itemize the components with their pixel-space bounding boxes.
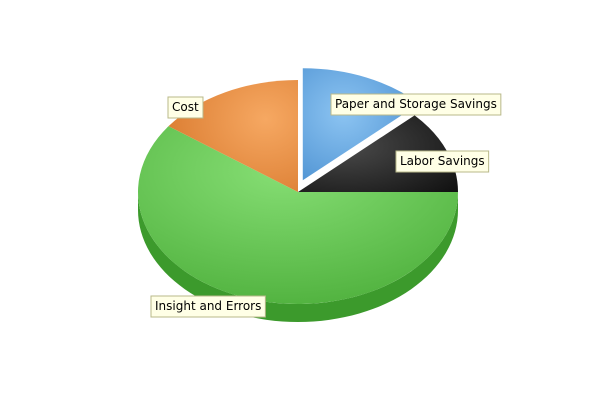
slice-label-box bbox=[330, 93, 502, 116]
pie-slice-side-insight-and-errors bbox=[138, 192, 458, 322]
slice-label-text: Insight and Errors bbox=[155, 299, 261, 313]
slice-label-labor-savings: Labor Savings bbox=[395, 150, 490, 173]
slice-label-box bbox=[395, 150, 490, 173]
slice-label-box bbox=[150, 295, 266, 318]
slice-label-text: Paper and Storage Savings bbox=[335, 97, 497, 111]
pie-slice-insight-and-errors bbox=[137, 126, 458, 305]
slice-label-cost: Cost bbox=[167, 96, 204, 119]
slice-label-paper-and-storage-savings: Paper and Storage Savings bbox=[330, 93, 502, 116]
slice-label-insight-and-errors: Insight and Errors bbox=[150, 295, 266, 318]
slice-label-text: Labor Savings bbox=[400, 154, 485, 168]
slice-label-text: Cost bbox=[172, 100, 199, 114]
pie-slice-labor-savings bbox=[298, 115, 458, 192]
slice-label-box bbox=[167, 96, 204, 119]
